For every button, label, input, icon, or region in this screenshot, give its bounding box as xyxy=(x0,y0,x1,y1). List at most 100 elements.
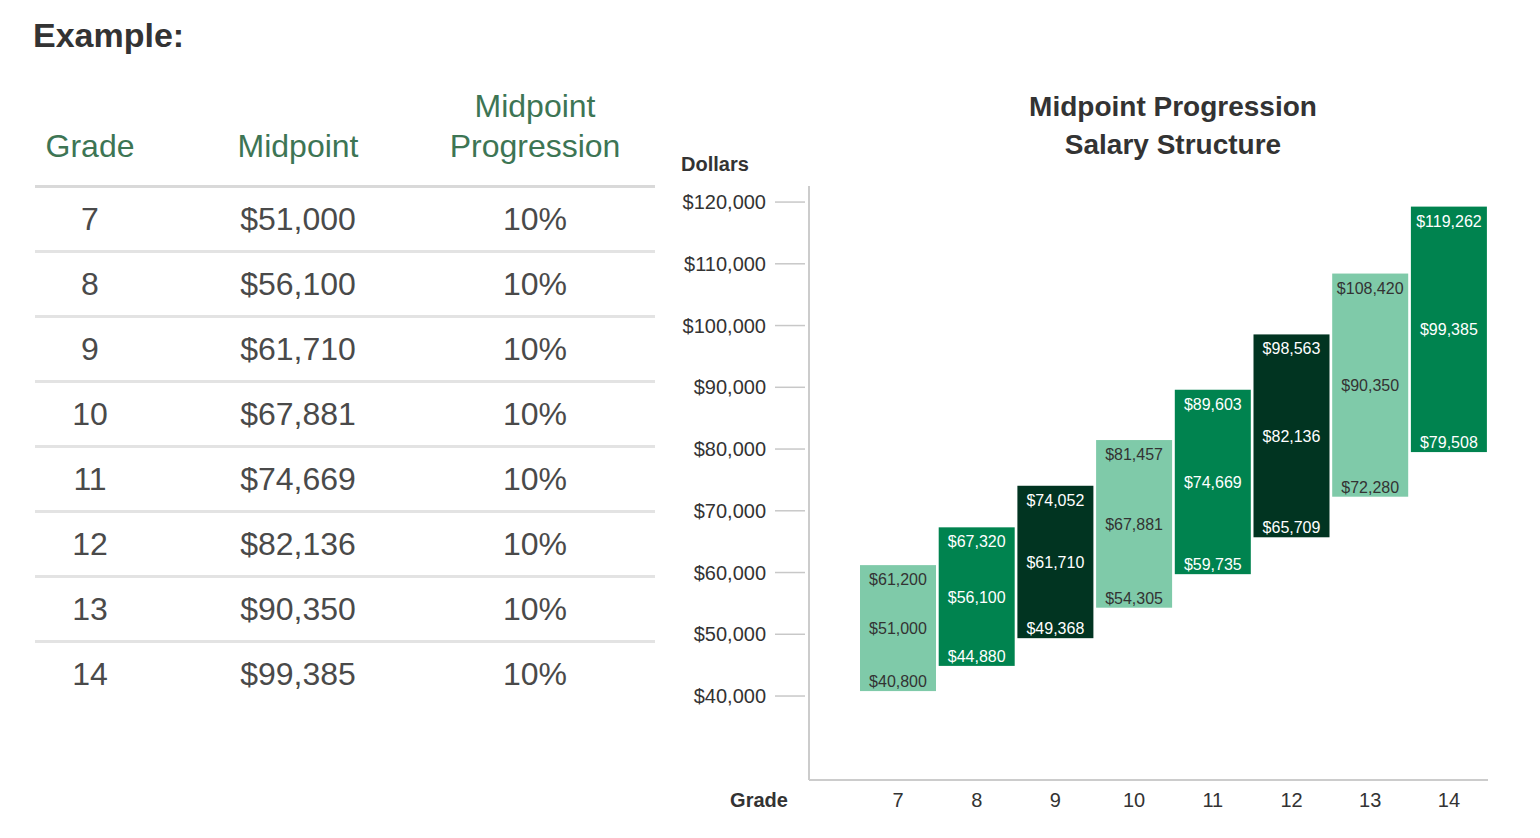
data-label: $61,200 xyxy=(869,571,927,588)
table-cell: $51,000 xyxy=(188,199,408,239)
data-label: $49,368 xyxy=(1026,620,1084,637)
y-tick xyxy=(775,634,805,636)
y-tick-label: $110,000 xyxy=(684,253,766,275)
x-tick-label: 10 xyxy=(1123,789,1145,811)
y-tick xyxy=(775,448,805,450)
table-cell: 10 xyxy=(0,394,200,434)
y-tick-label: $120,000 xyxy=(683,191,766,213)
y-tick-label: $40,000 xyxy=(694,685,766,707)
x-tick-label: 9 xyxy=(1050,789,1061,811)
y-tick-label: $90,000 xyxy=(694,376,766,398)
table-cell: 9 xyxy=(0,329,200,369)
y-tick-label: $80,000 xyxy=(694,438,766,460)
table-cell: 7 xyxy=(0,199,200,239)
y-axis xyxy=(808,186,810,780)
table-header: Grade xyxy=(0,80,195,166)
x-tick-label: 7 xyxy=(892,789,903,811)
y-tick xyxy=(775,572,805,574)
table-cell: 10% xyxy=(425,329,645,369)
table-cell: 11 xyxy=(0,459,200,499)
y-tick xyxy=(775,325,805,327)
data-label: $56,100 xyxy=(948,589,1006,606)
data-label: $90,350 xyxy=(1341,377,1399,394)
data-label: $119,262 xyxy=(1416,213,1482,230)
chart: $40,000 $50,000 $60,000 $70,000 $80,000 $90,0… xyxy=(0,0,1540,838)
table-cell: 14 xyxy=(0,654,200,694)
table-rule xyxy=(35,380,655,383)
table-rule xyxy=(35,445,655,448)
data-label: $79,508 xyxy=(1420,434,1478,451)
table-cell: 10% xyxy=(425,264,645,304)
table-rule xyxy=(35,250,655,253)
data-label: $74,669 xyxy=(1184,474,1242,491)
table-rule xyxy=(35,315,655,318)
table-cell: 10% xyxy=(425,394,645,434)
table-cell: 10% xyxy=(425,524,645,564)
heading: Example: xyxy=(33,16,184,55)
data-label: $67,320 xyxy=(948,533,1006,550)
table-cell: $56,100 xyxy=(188,264,408,304)
x-tick-label: 8 xyxy=(971,789,982,811)
data-label: $61,710 xyxy=(1026,554,1084,571)
data-label: $72,280 xyxy=(1341,479,1399,496)
table-rule xyxy=(35,575,655,578)
table-cell: $82,136 xyxy=(188,524,408,564)
data-labels: $61,200 $51,000 $40,800 $67,320 $56,100 $44,8… xyxy=(869,213,1482,690)
y-tick-label: $50,000 xyxy=(694,623,766,645)
range-bar xyxy=(1411,207,1487,452)
data-label: $82,136 xyxy=(1263,428,1321,445)
bars xyxy=(860,207,1487,691)
table-cell: 10% xyxy=(425,654,645,694)
y-tick xyxy=(775,387,805,389)
table-header-text: Midpoint xyxy=(193,126,403,166)
table-cell: 10% xyxy=(425,589,645,629)
x-tick-label: 13 xyxy=(1359,789,1381,811)
table-rule xyxy=(35,185,655,188)
y-tick xyxy=(775,510,805,512)
table-cell: 13 xyxy=(0,589,200,629)
range-bar xyxy=(1017,486,1093,638)
table-cell: $74,669 xyxy=(188,459,408,499)
range-bar xyxy=(1332,274,1408,497)
data-label: $59,735 xyxy=(1184,556,1242,573)
table-cell: $99,385 xyxy=(188,654,408,694)
table-cell: $90,350 xyxy=(188,589,408,629)
table-header: Midpoint xyxy=(193,80,403,166)
data-label: $89,603 xyxy=(1184,396,1242,413)
data-label: $98,563 xyxy=(1263,340,1321,357)
data-label: $99,385 xyxy=(1420,321,1478,338)
table-cell: $61,710 xyxy=(188,329,408,369)
y-tick xyxy=(775,201,805,203)
range-bar xyxy=(1096,440,1172,608)
table-cell: 10% xyxy=(425,459,645,499)
table-rule xyxy=(35,640,655,643)
table-header-text: Midpoint Progression xyxy=(430,86,640,166)
data-label: $67,881 xyxy=(1105,516,1163,533)
table-header-text: Grade xyxy=(0,126,195,166)
data-label: $51,000 xyxy=(869,620,927,637)
range-bar xyxy=(1254,334,1330,537)
data-label: $74,052 xyxy=(1026,492,1084,509)
y-axis-label: Dollars xyxy=(681,153,749,176)
table-rule xyxy=(35,510,655,513)
y-tick xyxy=(775,263,805,265)
range-bar xyxy=(939,527,1015,666)
table-cell: 10% xyxy=(425,199,645,239)
range-bar xyxy=(1175,390,1251,574)
data-label: $65,709 xyxy=(1263,519,1321,536)
range-bar xyxy=(860,565,936,691)
y-tick-label: $60,000 xyxy=(694,562,766,584)
x-axis xyxy=(809,779,1488,781)
y-tick-label: $70,000 xyxy=(694,500,766,522)
x-tick-label: 11 xyxy=(1202,789,1223,811)
x-axis-label: Grade xyxy=(730,789,788,811)
data-label: $81,457 xyxy=(1105,446,1163,463)
table-cell: 12 xyxy=(0,524,200,564)
x-tick-label: 12 xyxy=(1280,789,1302,811)
table-cell: 8 xyxy=(0,264,200,304)
chart-title: Midpoint Progression Salary Structure xyxy=(1003,88,1343,164)
data-label: $40,800 xyxy=(869,673,927,690)
data-label: $44,880 xyxy=(948,648,1006,665)
y-tick xyxy=(775,695,805,697)
data-label: $108,420 xyxy=(1337,280,1404,297)
